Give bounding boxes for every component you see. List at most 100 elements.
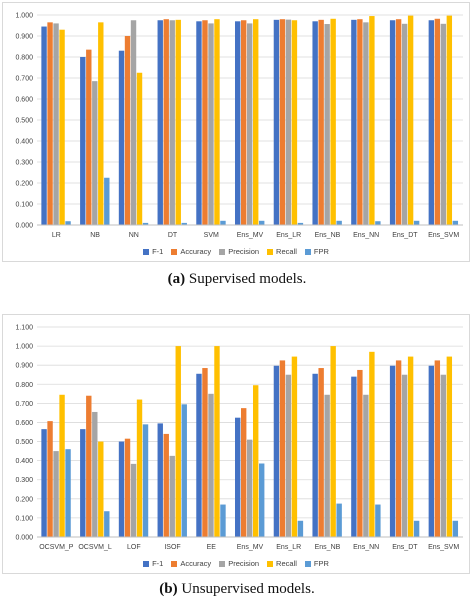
chart-supervised-bar-f1 [80, 57, 86, 225]
chart-unsupervised-bar-accuracy [241, 408, 247, 537]
chart-unsupervised-bar-accuracy [86, 395, 92, 537]
chart-supervised-x-tick-label: Ens_DT [392, 232, 418, 239]
chart-unsupervised-legend-label: FPR [313, 559, 329, 568]
chart-supervised-bar-recall [330, 18, 336, 225]
chart-unsupervised-legend-swatch [143, 560, 150, 567]
chart-unsupervised-bar-fpr [259, 463, 265, 537]
chart-supervised-bar-f1 [41, 26, 47, 225]
chart-supervised-bar-f1 [273, 19, 280, 225]
chart-supervised-legend-swatch [304, 248, 311, 255]
caption-supervised-label: (a) [167, 271, 186, 287]
chart-unsupervised-legend: F-1 Accuracy Precision Recall FPR [3, 559, 469, 568]
chart-unsupervised-bar-recall [407, 356, 414, 537]
chart-supervised-y-tick-label: 0.400 [15, 139, 33, 146]
chart-unsupervised-bar-f1 [312, 373, 318, 537]
caption-unsupervised-text: Unsupervised models. [181, 581, 315, 597]
chart-supervised-plot: 0.000 0.100 0.200 0.300 0.400 0.500 0.600 0.700… [15, 13, 463, 239]
chart-unsupervised-bar-accuracy [318, 368, 324, 537]
chart-supervised-bar-accuracy [318, 19, 324, 225]
chart-unsupervised-legend-label: Precision [228, 559, 260, 568]
chart-supervised-x-tick-label: DT [168, 232, 178, 239]
chart-unsupervised-bar-recall [214, 346, 220, 537]
chart-supervised-bar-accuracy [434, 18, 441, 225]
chart-unsupervised-legend-item: FPR [304, 559, 329, 568]
chart-supervised-y-tick-label: 1.000 [15, 13, 33, 20]
chart-unsupervised-y-tick-label: 1.100 [15, 325, 33, 332]
chart-unsupervised-bar-fpr [220, 504, 226, 537]
chart-unsupervised-legend-swatch [219, 560, 226, 567]
chart-supervised-legend-label: Precision [228, 247, 260, 256]
chart-unsupervised-y-tick-label: 0.800 [15, 382, 33, 389]
chart-unsupervised-bar-accuracy [47, 421, 53, 537]
chart-supervised-x-tick-label: SVM [204, 232, 219, 239]
chart-supervised-bar-f1 [157, 20, 163, 225]
chart-unsupervised-legend-swatch [267, 560, 274, 567]
chart-supervised-x-tick-label: LR [52, 232, 61, 239]
chart-unsupervised-y-tick-label: 0.200 [15, 496, 33, 503]
chart-unsupervised-bar-recall [136, 399, 143, 537]
chart-unsupervised-bar-recall [98, 441, 104, 537]
chart-supervised-legend-label: FPR [313, 247, 329, 256]
chart-unsupervised-bar-accuracy [163, 433, 169, 537]
chart-unsupervised-x-tick-label: Ens_SVM [428, 544, 459, 551]
chart-unsupervised-bar-accuracy [434, 360, 441, 537]
chart-supervised-bar-precision [247, 23, 253, 226]
chart-supervised-bar-accuracy [86, 49, 92, 226]
chart-supervised-bar-f1 [351, 19, 357, 225]
chart-supervised-y-tick-label: 0.600 [15, 97, 33, 104]
chart-unsupervised-x-tick-label: Ens_NN [353, 544, 379, 551]
chart-unsupervised-x-tick-label: Ens_NB [315, 544, 341, 551]
chart-unsupervised-bar-fpr [297, 520, 304, 537]
chart-unsupervised-bar-precision [130, 463, 137, 537]
chart-supervised-x-tick-label: Ens_LR [276, 232, 301, 239]
chart-supervised-bar-fpr [142, 222, 149, 225]
chart-supervised-bar-recall [175, 19, 181, 225]
chart-supervised-bar-precision [440, 23, 447, 225]
chart-unsupervised-bar-precision [440, 374, 447, 537]
chart-unsupervised-y-tick-label: 0.500 [15, 439, 33, 446]
chart-supervised-bar-precision [53, 23, 59, 226]
chart-unsupervised-x-tick-label: Ens_DT [392, 544, 418, 551]
caption-supervised-text: Supervised models. [188, 271, 307, 287]
chart-supervised-bar-recall [136, 72, 143, 225]
chart-unsupervised-bar-precision [324, 394, 330, 537]
chart-supervised-y-tick-label: 0.900 [15, 34, 33, 41]
chart-unsupervised-bar-f1 [351, 376, 357, 537]
chart-supervised-bar-fpr [297, 222, 304, 225]
chart-supervised-legend-label: Accuracy [180, 247, 212, 256]
chart-supervised-bar-fpr [220, 220, 226, 225]
chart-supervised-bar-recall [407, 15, 414, 225]
chart-supervised-bar-precision [208, 23, 214, 226]
chart-unsupervised-bar-recall [253, 385, 259, 537]
chart-unsupervised-bar-accuracy [124, 438, 131, 537]
chart-supervised-bar-f1 [196, 21, 202, 225]
chart-supervised-y-tick-label: 0.200 [15, 181, 33, 188]
chart-unsupervised-legend-item: Precision [219, 559, 259, 568]
chart-supervised-bar-recall [291, 20, 298, 225]
chart-unsupervised-legend-item: Recall [267, 559, 297, 568]
chart-unsupervised-bar-recall [59, 394, 65, 537]
chart-unsupervised-bar-precision [247, 439, 253, 537]
chart-unsupervised-bar-f1 [235, 417, 241, 537]
chart-unsupervised-bar-f1 [80, 429, 86, 537]
chart-supervised-bar-recall [446, 15, 453, 225]
chart-unsupervised-y-tick-label: 1.000 [15, 344, 33, 351]
chart-unsupervised-bar-precision [401, 374, 408, 537]
chart-supervised-bar-accuracy [163, 19, 169, 226]
chart-unsupervised-bar-fpr [142, 424, 149, 537]
chart-unsupervised-bar-fpr [336, 503, 342, 537]
chart-unsupervised-bar-accuracy [357, 369, 363, 537]
chart-supervised-y-tick-label: 0.800 [15, 55, 33, 62]
chart-unsupervised-bar-precision [285, 374, 292, 537]
chart-supervised-y-tick-label: 0.700 [15, 76, 33, 83]
chart-supervised-bar-recall [253, 19, 259, 226]
chart-unsupervised-y-tick-label: 0.300 [15, 477, 33, 484]
chart-unsupervised-bar-fpr [104, 511, 110, 537]
chart-supervised-bar-accuracy [357, 19, 363, 226]
chart-supervised-y-tick-label: 0.300 [15, 160, 33, 167]
chart-supervised-bar-accuracy [202, 20, 208, 225]
chart-unsupervised-x-tick-label: EE [207, 544, 217, 551]
chart-supervised-bar-f1 [235, 21, 241, 225]
chart-supervised-x-tick-label: Ens_NN [353, 232, 379, 239]
chart-unsupervised-x-tick-label: LOF [127, 544, 141, 551]
